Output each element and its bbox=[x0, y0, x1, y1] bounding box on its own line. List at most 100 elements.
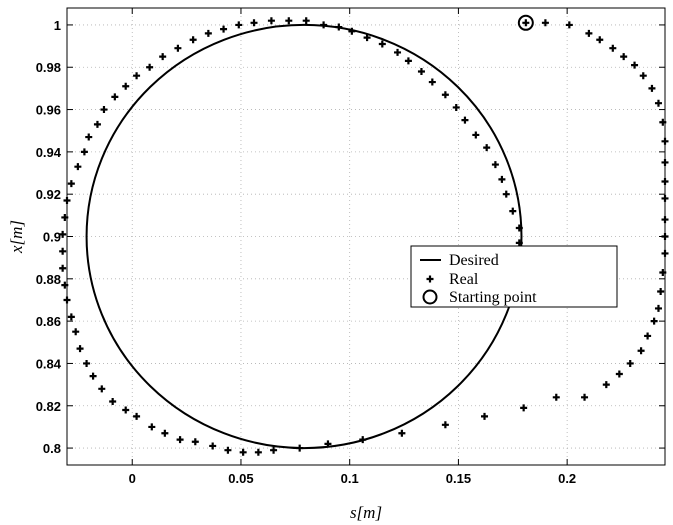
legend-box bbox=[410, 245, 618, 308]
real-point bbox=[398, 429, 406, 437]
real-point bbox=[522, 19, 530, 27]
real-point bbox=[191, 438, 199, 446]
real-point bbox=[67, 313, 75, 321]
real-point bbox=[348, 27, 356, 35]
real-point bbox=[122, 82, 130, 90]
real-point bbox=[615, 370, 623, 378]
real-point bbox=[189, 36, 197, 44]
starting-point-series bbox=[517, 14, 534, 31]
real-point bbox=[74, 163, 82, 171]
real-point bbox=[491, 161, 499, 169]
real-point bbox=[404, 57, 412, 65]
real-point bbox=[461, 116, 469, 124]
real-point bbox=[250, 19, 258, 27]
y-tick-label: 0.94 bbox=[36, 145, 62, 160]
real-point bbox=[515, 239, 523, 247]
real-point bbox=[67, 180, 75, 188]
real-point bbox=[72, 328, 80, 336]
y-tick-label: 0.8 bbox=[43, 441, 61, 456]
real-point bbox=[394, 48, 402, 56]
x-axis-label: s[m] bbox=[350, 503, 382, 522]
real-point bbox=[111, 93, 119, 101]
real-point bbox=[620, 53, 628, 61]
real-point bbox=[109, 398, 117, 406]
y-tick-label: 0.84 bbox=[36, 356, 62, 371]
legend-label: Real bbox=[449, 271, 479, 288]
real-point bbox=[515, 224, 523, 232]
y-tick-label: 0.82 bbox=[36, 399, 61, 414]
grid-lines bbox=[67, 8, 665, 465]
real-point bbox=[239, 448, 247, 456]
desired-series bbox=[85, 23, 523, 450]
real-point bbox=[93, 120, 101, 128]
real-point bbox=[650, 317, 658, 325]
real-point bbox=[648, 84, 656, 92]
y-tick-label: 0.98 bbox=[36, 60, 61, 75]
real-point bbox=[98, 385, 106, 393]
real-point bbox=[267, 17, 275, 25]
real-point bbox=[441, 421, 449, 429]
real-point bbox=[509, 207, 517, 215]
real-point bbox=[122, 406, 130, 414]
x-tick-label: 0.05 bbox=[228, 471, 253, 486]
y-tick-label: 0.92 bbox=[36, 187, 61, 202]
real-point bbox=[359, 436, 367, 444]
real-point bbox=[498, 175, 506, 183]
real-point bbox=[502, 190, 510, 198]
real-point bbox=[320, 21, 328, 29]
real-point bbox=[133, 72, 141, 80]
real-point bbox=[472, 131, 480, 139]
real-point bbox=[644, 332, 652, 340]
real-point bbox=[565, 21, 573, 29]
y-axis-label: x[m] bbox=[7, 220, 26, 254]
real-point bbox=[631, 61, 639, 69]
real-series bbox=[59, 17, 669, 456]
real-point bbox=[254, 448, 262, 456]
real-point bbox=[363, 34, 371, 42]
y-tick-label: 0.86 bbox=[36, 314, 61, 329]
real-point bbox=[639, 72, 647, 80]
real-point bbox=[174, 44, 182, 52]
real-point bbox=[235, 21, 243, 29]
real-point bbox=[581, 393, 589, 401]
real-point bbox=[452, 103, 460, 111]
real-point bbox=[270, 446, 278, 454]
real-point bbox=[285, 17, 293, 25]
starting-point-marker bbox=[517, 14, 534, 31]
real-point bbox=[585, 29, 593, 37]
real-point bbox=[609, 44, 617, 52]
real-point bbox=[100, 106, 108, 114]
desired-circle bbox=[85, 23, 523, 450]
real-point bbox=[59, 230, 67, 238]
real-point bbox=[428, 78, 436, 86]
real-point bbox=[133, 412, 141, 420]
y-tick-labels: 0.8 0.82 0.84 0.86 0.88 0.9 0.92 0.94 0.96 0.98 1 bbox=[36, 18, 62, 456]
real-point bbox=[335, 23, 343, 31]
real-point bbox=[209, 442, 217, 450]
real-point bbox=[602, 381, 610, 389]
real-point bbox=[441, 91, 449, 99]
real-point bbox=[161, 429, 169, 437]
legend-swatch-real bbox=[426, 275, 434, 283]
real-point bbox=[224, 446, 232, 454]
real-point bbox=[302, 17, 310, 25]
real-point bbox=[378, 40, 386, 48]
real-point bbox=[204, 29, 212, 37]
real-point bbox=[296, 444, 304, 452]
real-point bbox=[324, 440, 332, 448]
real-point bbox=[541, 19, 549, 27]
real-point bbox=[520, 404, 528, 412]
x-tick-label: 0.2 bbox=[558, 471, 576, 486]
x-tick-label: 0.1 bbox=[341, 471, 359, 486]
real-point bbox=[481, 412, 489, 420]
real-point bbox=[159, 53, 167, 61]
real-point bbox=[83, 359, 91, 367]
real-point bbox=[220, 25, 228, 33]
real-point bbox=[654, 304, 662, 312]
real-point bbox=[89, 372, 97, 380]
y-tick-label: 0.9 bbox=[43, 230, 61, 245]
x-tick-labels: 0 0.05 0.1 0.15 0.2 bbox=[129, 471, 577, 486]
real-point bbox=[654, 99, 662, 107]
